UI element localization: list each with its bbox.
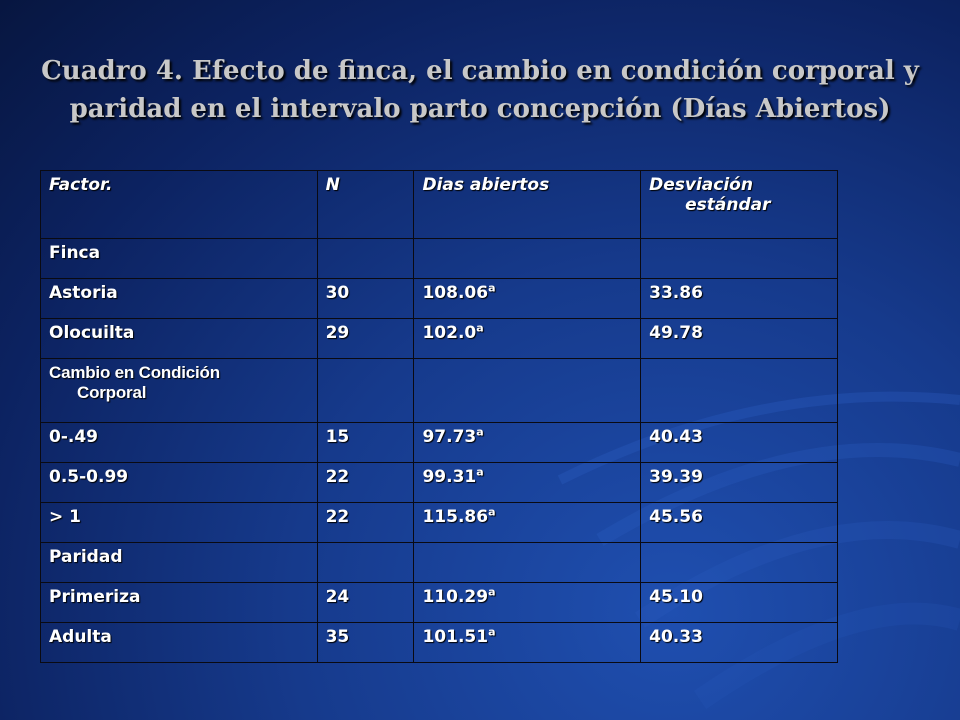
cell-n: 22 bbox=[316, 502, 415, 543]
cell-factor: Astoria bbox=[40, 278, 318, 319]
cell-desv: 39.39 bbox=[640, 462, 838, 503]
cell-factor: 0-.49 bbox=[40, 422, 318, 463]
data-table: Factor. N Dias abiertos Desviación están… bbox=[40, 170, 838, 663]
cell-desv: 40.33 bbox=[640, 622, 838, 663]
cell-desv: 40.43 bbox=[640, 422, 838, 463]
header-desviacion-line1: Desviación bbox=[649, 175, 753, 195]
cell-factor: > 1 bbox=[40, 502, 318, 543]
header-factor: Factor. bbox=[40, 170, 318, 239]
table-row: > 1 22 115.86a 45.56 bbox=[40, 502, 838, 543]
header-dias-abiertos: Dias abiertos bbox=[413, 170, 642, 239]
cell-n: 15 bbox=[316, 422, 415, 463]
cell-dias: 99.31a bbox=[413, 462, 642, 503]
cell-n: 35 bbox=[316, 622, 415, 663]
cell-desv: 45.10 bbox=[640, 582, 838, 623]
section-label-paridad: Paridad bbox=[40, 542, 318, 583]
cell-dias: 102.0a bbox=[413, 318, 642, 359]
cell-desv: 33.86 bbox=[640, 278, 838, 319]
cell-factor: Primeriza bbox=[40, 582, 318, 623]
section-row-paridad: Paridad bbox=[40, 542, 838, 583]
cell-factor: Adulta bbox=[40, 622, 318, 663]
cell-n: 30 bbox=[316, 278, 415, 319]
table-header-row: Factor. N Dias abiertos Desviación están… bbox=[40, 170, 838, 239]
table-row: 0.5-0.99 22 99.31a 39.39 bbox=[40, 462, 838, 503]
section-label-cambio-condicion: Cambio en Condición Corporal bbox=[40, 358, 318, 423]
cell-desv: 45.56 bbox=[640, 502, 838, 543]
cell-n: 29 bbox=[316, 318, 415, 359]
section-label-finca: Finca bbox=[40, 238, 318, 279]
table-row: Primeriza 24 110.29a 45.10 bbox=[40, 582, 838, 623]
header-n: N bbox=[316, 170, 415, 239]
table-row: Astoria 30 108.06a 33.86 bbox=[40, 278, 838, 319]
table-row: Olocuilta 29 102.0a 49.78 bbox=[40, 318, 838, 359]
cell-dias: 97.73a bbox=[413, 422, 642, 463]
cell-n: 22 bbox=[316, 462, 415, 503]
cell-dias: 101.51a bbox=[413, 622, 642, 663]
table-row: 0-.49 15 97.73a 40.43 bbox=[40, 422, 838, 463]
cell-n: 24 bbox=[316, 582, 415, 623]
cell-factor: 0.5-0.99 bbox=[40, 462, 318, 503]
cell-dias: 108.06a bbox=[413, 278, 642, 319]
cell-dias: 115.86a bbox=[413, 502, 642, 543]
cell-desv: 49.78 bbox=[640, 318, 838, 359]
header-desviacion-line2: estándar bbox=[685, 195, 771, 215]
slide-title: Cuadro 4. Efecto de finca, el cambio en … bbox=[41, 56, 919, 124]
header-desviacion: Desviación estándar bbox=[640, 170, 838, 239]
section-row-finca: Finca bbox=[40, 238, 838, 279]
section-row-cambio-condicion: Cambio en Condición Corporal bbox=[40, 358, 838, 423]
cell-factor: Olocuilta bbox=[40, 318, 318, 359]
table-row: Adulta 35 101.51a 40.33 bbox=[40, 622, 838, 663]
cell-dias: 110.29a bbox=[413, 582, 642, 623]
